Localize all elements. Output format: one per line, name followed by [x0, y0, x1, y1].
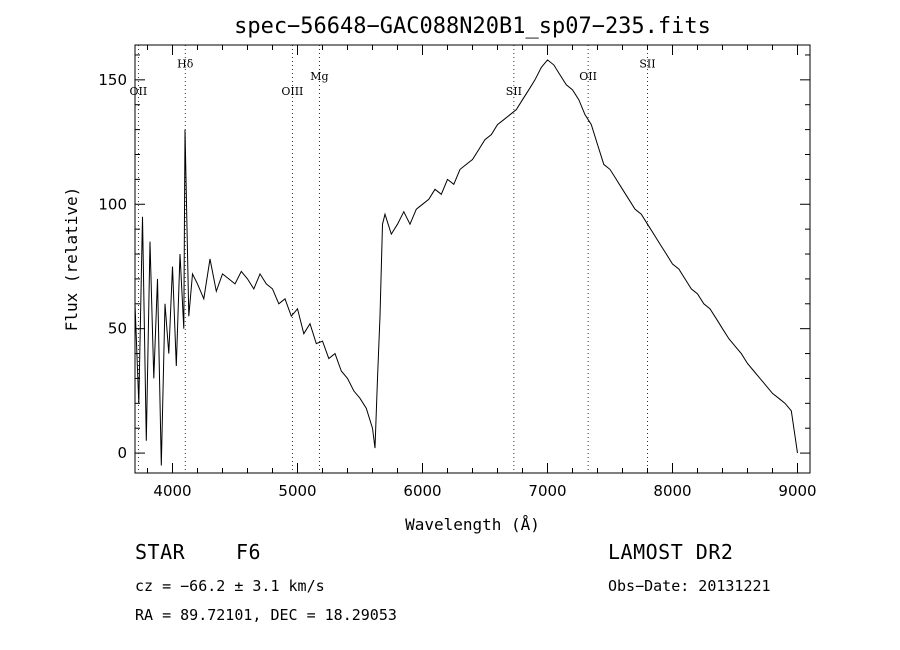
x-tick-label-0: 4000 — [153, 482, 191, 500]
y-tick-label-2: 100 — [98, 195, 127, 213]
y-tick-label-3: 150 — [98, 71, 127, 89]
line-label-4: SII — [506, 85, 522, 98]
object-class: STAR — [135, 540, 186, 564]
spectrum-series — [134, 59, 798, 466]
y-tick-label-0: 0 — [117, 444, 127, 462]
y-axis-label: Flux (relative) — [62, 187, 81, 332]
obs-date: Obs−Date: 20131221 — [608, 577, 771, 595]
y-tick-label-1: 50 — [108, 320, 127, 338]
x-tick-label-4: 8000 — [653, 482, 691, 500]
line-label-3: Mg — [310, 70, 328, 83]
line-label-0: OII — [130, 85, 148, 98]
x-tick-label-5: 9000 — [778, 482, 816, 500]
coordinates: RA = 89.72101, DEC = 18.29053 — [135, 606, 397, 624]
survey-name: LAMOST DR2 — [608, 540, 734, 564]
chart-title: spec−56648−GAC088N20B1_sp07−235.fits — [234, 14, 711, 39]
x-tick-label-1: 5000 — [278, 482, 316, 500]
line-label-2: OIII — [281, 85, 303, 98]
line-label-6: SII — [639, 57, 655, 70]
x-tick-label-3: 7000 — [528, 482, 566, 500]
object-subclass: F6 — [236, 540, 262, 564]
line-label-1: Hδ — [177, 57, 194, 70]
line-label-5: OII — [579, 70, 597, 83]
x-axis-label: Wavelength (Å) — [405, 515, 540, 534]
plot-frame — [134, 44, 811, 474]
redshift-line: cz = −66.2 ± 3.1 km/s — [135, 577, 325, 595]
x-tick-label-2: 6000 — [403, 482, 441, 500]
